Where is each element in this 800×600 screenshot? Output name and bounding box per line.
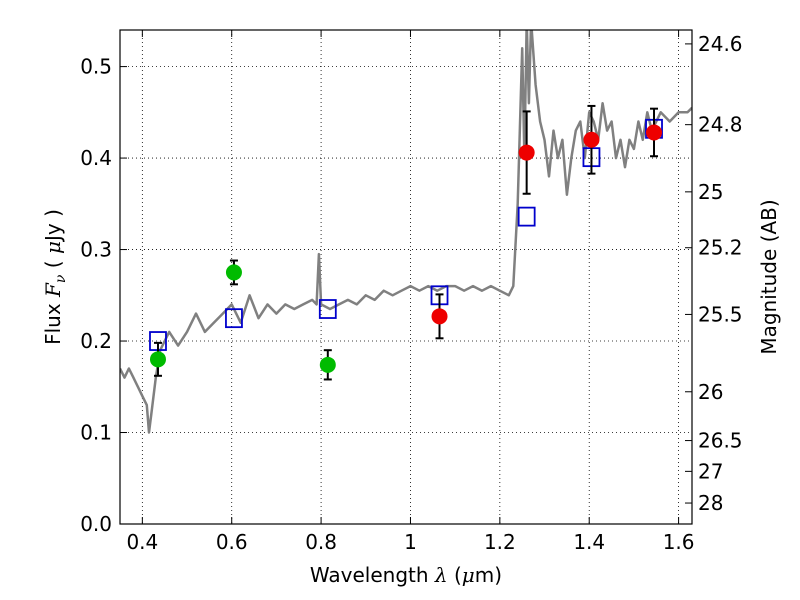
model-flux-square: [318, 299, 337, 319]
x-tick-label: 1.6: [663, 530, 695, 554]
x-tick-label: 1.2: [484, 530, 516, 554]
model-flux-square: [225, 308, 243, 329]
y-tick-label: 0.4: [80, 146, 112, 170]
mag-tick-label: 26: [698, 380, 723, 404]
mag-tick-label: 26.5: [698, 429, 743, 453]
x-tick-label: 1.4: [573, 530, 605, 554]
y-tick-label: 0.3: [80, 238, 112, 262]
x-tick-label: 0.6: [216, 530, 248, 554]
mag-tick-label: 24.8: [698, 113, 743, 137]
observed-flux-point: [583, 131, 600, 148]
mag-tick-label: 25.5: [698, 302, 743, 326]
y-axis-label: Flux Fν ( μJy ): [41, 209, 69, 345]
mag-tick-label: 24.6: [698, 32, 743, 56]
y-tick-label: 0.1: [80, 421, 112, 445]
model-flux-square: [517, 206, 536, 227]
plot-area: [120, 30, 692, 434]
observed-flux-point: [319, 356, 336, 373]
y-tick-label: 0.2: [80, 329, 112, 353]
observed-flux-point: [225, 264, 242, 281]
x-tick-label: 0.4: [126, 530, 158, 554]
mag-tick-label: 28: [698, 491, 723, 515]
mag-tick-label: 25: [698, 180, 723, 204]
y2-axis-label: Magnitude (AB): [757, 199, 781, 354]
axes-frame: [119, 29, 693, 525]
y-tick-label: 0.5: [80, 55, 112, 79]
observed-flux-point: [646, 124, 663, 141]
x-tick-label: 0.8: [305, 530, 337, 554]
mag-tick-label: 25.2: [698, 236, 743, 260]
mag-tick-label: 27: [698, 459, 723, 483]
ticks: 0.4 0.6 0.8 1 1.2 1.4 1.6 0.0 0.1 0.2 0.3 0.4 0.5 24.…: [80, 30, 743, 554]
x-axis-label: Wavelength λ (μm): [310, 563, 502, 587]
y-tick-label: 0.0: [80, 512, 112, 536]
observed-flux-point: [518, 144, 535, 161]
observed-flux-point: [431, 308, 448, 325]
grid: [120, 30, 692, 525]
x-tick-label: 1: [404, 530, 417, 554]
observed-flux-point: [149, 351, 166, 368]
template-spectrum-line: [120, 30, 692, 434]
